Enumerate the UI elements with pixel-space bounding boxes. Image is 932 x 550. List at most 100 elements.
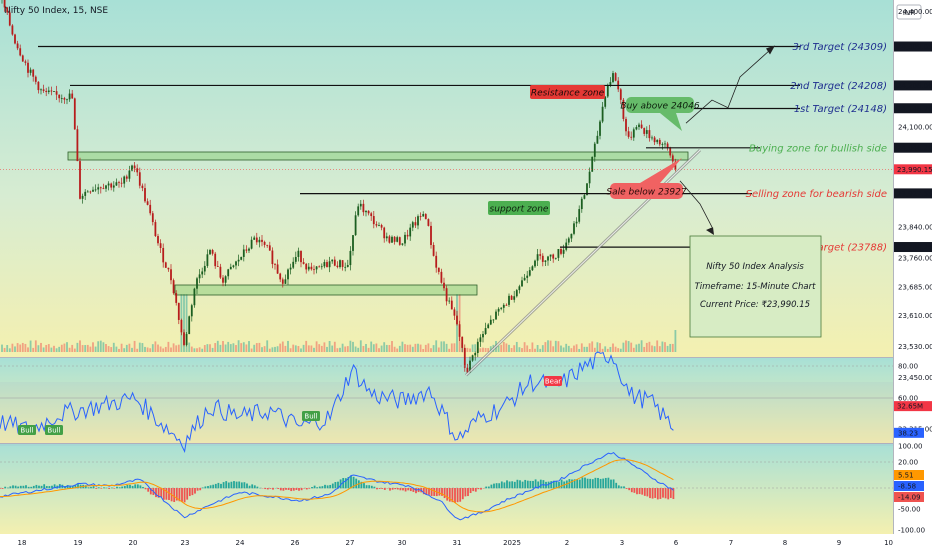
bear-arrowhead	[706, 226, 714, 235]
macd-histogram-bar	[451, 488, 454, 503]
candle-body	[120, 182, 123, 184]
candle-body	[300, 250, 302, 263]
rsi-tick-label: 80.00	[898, 363, 918, 371]
candle-body	[359, 203, 362, 207]
volume-bar	[68, 347, 71, 352]
candle-body	[599, 121, 601, 136]
volume-bar	[398, 345, 401, 352]
volume-bar	[354, 346, 357, 352]
volume-bar	[544, 342, 547, 352]
candle-body	[55, 91, 58, 95]
volume-bar	[144, 346, 146, 352]
macd-histogram-bar	[511, 481, 514, 489]
volume-bar	[437, 347, 440, 352]
candle-body	[24, 61, 27, 63]
volume-bar	[541, 345, 544, 352]
currency-button[interactable]: INR	[896, 4, 922, 20]
volume-bar	[60, 344, 63, 352]
macd-histogram-bar	[519, 480, 521, 489]
volume-bar	[297, 346, 300, 352]
candle-body	[593, 143, 596, 157]
macd-histogram-bar	[313, 485, 316, 489]
volume-bar	[331, 345, 334, 352]
candle-body	[237, 259, 240, 262]
volume-bar	[435, 340, 438, 352]
currency-label: INR	[903, 9, 915, 17]
macd-histogram-bar	[464, 488, 467, 497]
candle-body	[276, 264, 279, 274]
candle-body	[422, 214, 425, 217]
candle-body	[432, 244, 435, 256]
volume-bar	[591, 341, 594, 352]
macd-histogram-bar	[90, 486, 92, 489]
date-tick-label: 27	[346, 539, 355, 547]
candle-body	[474, 353, 477, 356]
macd-histogram-bar	[615, 482, 618, 489]
candle-body	[674, 161, 677, 170]
candle-body	[547, 256, 549, 261]
macd-histogram-bar	[84, 485, 87, 489]
macd-tick-label: -100.00	[898, 527, 925, 535]
macd-histogram-bar	[461, 488, 464, 500]
candle-body	[175, 293, 178, 303]
rsi-band	[0, 382, 893, 446]
macd-histogram-bar	[30, 486, 33, 489]
candle-body	[149, 204, 152, 214]
volume-bar	[440, 341, 443, 352]
macd-histogram-bar	[578, 479, 581, 489]
candle-body	[341, 260, 344, 267]
candle-body	[318, 266, 321, 268]
macd-histogram-bar	[134, 484, 137, 489]
info-box: Nifty 50 Index Analysis Timeframe: 15-Mi…	[689, 235, 822, 338]
candle-body	[513, 296, 516, 300]
macd-histogram-bar	[422, 488, 425, 495]
candle-body	[320, 266, 323, 268]
volume-bar	[573, 345, 575, 352]
macd-histogram-bar	[155, 488, 157, 498]
candle-body	[328, 261, 331, 268]
candle-body	[656, 139, 659, 143]
macd-histogram-bar	[378, 488, 381, 489]
consolidation-zone	[67, 151, 689, 161]
macd-histogram-bar	[339, 479, 342, 489]
volume-bar	[203, 345, 206, 352]
volume-bar	[487, 348, 490, 352]
macd-histogram-bar	[612, 479, 615, 489]
volume-bar	[86, 344, 89, 352]
volume-bar	[385, 344, 388, 352]
macd-histogram-bar	[602, 478, 605, 489]
volume-bar	[627, 341, 630, 352]
candle-body	[297, 250, 300, 257]
volume-bar	[606, 348, 609, 352]
candle-body	[141, 185, 144, 189]
candle-body	[146, 201, 149, 205]
macd-histogram-bar	[389, 488, 391, 491]
price-axis-bg[interactable]	[893, 0, 932, 534]
volume-bar	[310, 345, 313, 352]
candle-body	[144, 188, 146, 202]
candle-body	[489, 319, 492, 325]
candle-body	[630, 136, 633, 138]
candle-body	[375, 224, 378, 226]
volume-bar	[6, 345, 9, 352]
volume-bar	[614, 346, 617, 352]
macd-histogram-bar	[308, 488, 311, 489]
macd-histogram-bar	[529, 480, 532, 489]
volume-bar	[112, 342, 115, 352]
price-tag: 23,788.25	[897, 244, 932, 252]
volume-bar	[55, 348, 58, 352]
candle-body	[586, 183, 588, 196]
volume-bar	[508, 344, 510, 352]
volume-bar	[656, 340, 659, 352]
rsi-pane[interactable]	[0, 358, 893, 443]
volume-bar	[323, 342, 326, 352]
volume-bar	[539, 348, 542, 352]
macd-histogram-bar	[568, 479, 571, 489]
candle-body	[86, 191, 89, 193]
date-tick-label: 3	[620, 539, 624, 547]
volume-bar	[653, 346, 656, 352]
date-axis-bg[interactable]	[0, 534, 932, 550]
candle-body	[331, 259, 334, 262]
rsi-bull-signal-bg	[302, 411, 320, 421]
candle-body	[393, 236, 396, 242]
